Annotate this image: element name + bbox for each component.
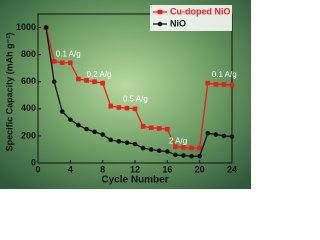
legend-marker bbox=[157, 9, 163, 15]
x-tick-label: 16 bbox=[162, 164, 172, 174]
marker bbox=[229, 134, 235, 139]
y-tick-label: 1000 bbox=[16, 22, 36, 32]
marker bbox=[205, 80, 211, 86]
marker bbox=[140, 145, 146, 151]
marker bbox=[197, 153, 202, 159]
marker bbox=[148, 147, 154, 152]
marker bbox=[140, 124, 146, 129]
series-line bbox=[45, 27, 233, 149]
x-axis-label: Cycle Number bbox=[101, 175, 168, 186]
marker bbox=[68, 117, 73, 122]
x-tick-label: 4 bbox=[68, 164, 73, 174]
marker bbox=[189, 145, 194, 151]
y-tick-label: 0 bbox=[31, 157, 36, 167]
marker bbox=[124, 140, 130, 145]
marker bbox=[181, 153, 186, 158]
marker bbox=[213, 132, 219, 137]
x-tick-label: 24 bbox=[227, 164, 237, 174]
marker bbox=[173, 152, 178, 158]
marker bbox=[108, 103, 114, 109]
marker bbox=[100, 80, 105, 86]
marker bbox=[165, 149, 170, 154]
marker bbox=[165, 126, 170, 132]
annotation: 0.5 A/g bbox=[123, 94, 148, 103]
marker bbox=[108, 137, 114, 143]
y-tick-label: 400 bbox=[21, 103, 36, 113]
marker bbox=[51, 79, 57, 85]
x-tick-label: 12 bbox=[130, 164, 140, 174]
annotation: 0.1 A/g bbox=[56, 50, 81, 59]
marker bbox=[221, 82, 227, 87]
marker bbox=[213, 82, 219, 87]
annotation: 0.1 A/g bbox=[212, 70, 237, 79]
y-tick-label: 800 bbox=[21, 49, 36, 59]
marker bbox=[76, 122, 81, 128]
annotation: 2 A/g bbox=[169, 136, 187, 145]
marker bbox=[229, 82, 235, 88]
marker bbox=[124, 105, 130, 111]
marker bbox=[59, 109, 65, 114]
y-tick-label: 200 bbox=[21, 130, 36, 140]
marker bbox=[92, 79, 97, 85]
x-tick-label: 0 bbox=[35, 164, 40, 174]
y-tick-label: 600 bbox=[21, 76, 36, 86]
marker bbox=[84, 126, 89, 132]
marker bbox=[132, 141, 138, 147]
annotation: 0.2 A/g bbox=[87, 70, 112, 79]
marker bbox=[116, 139, 122, 144]
legend-box bbox=[150, 5, 232, 31]
marker bbox=[189, 153, 194, 159]
marker bbox=[84, 78, 89, 83]
marker bbox=[132, 106, 138, 112]
x-tick-label: 20 bbox=[195, 164, 205, 174]
marker bbox=[156, 148, 162, 154]
marker bbox=[156, 126, 162, 131]
marker bbox=[92, 129, 97, 135]
legend-label: Cu-doped NiO bbox=[170, 6, 231, 16]
background bbox=[0, 0, 251, 189]
marker bbox=[116, 105, 122, 110]
marker bbox=[148, 125, 154, 131]
legend-marker bbox=[157, 21, 163, 27]
marker bbox=[68, 60, 73, 66]
marker bbox=[205, 130, 211, 136]
marker bbox=[221, 133, 227, 139]
chart: Cycle Number Specific Capacity (mAh g⁻¹)… bbox=[0, 0, 251, 189]
legend-label: NiO bbox=[170, 18, 186, 28]
marker bbox=[76, 76, 81, 82]
y-axis-label: Specific Capacity (mAh g⁻¹) bbox=[4, 33, 14, 152]
marker bbox=[173, 144, 178, 150]
marker bbox=[43, 25, 49, 30]
marker bbox=[100, 132, 105, 137]
marker bbox=[181, 145, 186, 150]
marker bbox=[197, 145, 202, 151]
x-tick-label: 8 bbox=[100, 164, 105, 174]
marker bbox=[51, 59, 57, 64]
marker bbox=[59, 60, 65, 66]
